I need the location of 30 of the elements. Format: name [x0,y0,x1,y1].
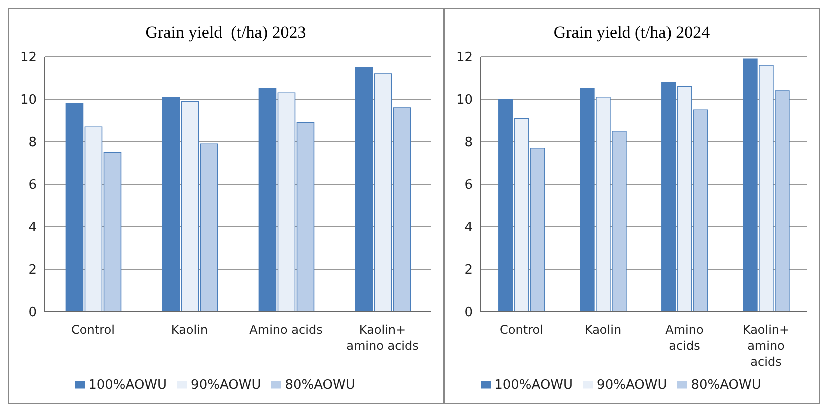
y-tick-label: 8 [464,136,473,151]
legend-label: 100%AOWU [88,378,168,393]
y-tick-label: 4 [28,220,37,236]
y-tick-label: 0 [464,306,473,321]
y-tick-label: 12 [456,50,473,66]
legend-label: 80%AOWU [691,378,762,393]
x-tick-label: Control [72,323,115,337]
y-tick-label: 6 [28,178,37,194]
chart-title: Grain yield (t/ha) 2023 [144,23,308,44]
legend-label: 100%AOWU [494,378,574,393]
y-tick-label: 10 [20,93,37,108]
y-tick-label: 0 [28,306,37,321]
y-tick-label: 6 [464,178,473,194]
x-tick-label: Amino acids [250,323,323,337]
x-tick-label: Amino acids [666,323,704,353]
y-tick-label: 8 [28,136,37,151]
legend-label: 90%AOWU [191,378,262,393]
legend-label: 80%AOWU [285,378,356,393]
y-tick-label: 2 [464,263,473,278]
y-tick-label: 12 [20,50,37,66]
y-tick-label: 10 [456,93,473,108]
x-tick-label: Control [500,323,544,337]
x-tick-label: Kaolin+ amino acids [742,323,790,369]
legend-label: 90%AOWU [597,378,668,393]
y-tick-label: 4 [464,220,473,236]
y-tick-label: 2 [28,263,37,278]
x-tick-label: Kaolin+ amino acids [346,323,419,353]
x-tick-label: Kaolin [584,323,622,337]
chart-title: Grain yield (t/ha) 2024 [552,23,712,44]
x-tick-label: Kaolin [171,323,208,337]
